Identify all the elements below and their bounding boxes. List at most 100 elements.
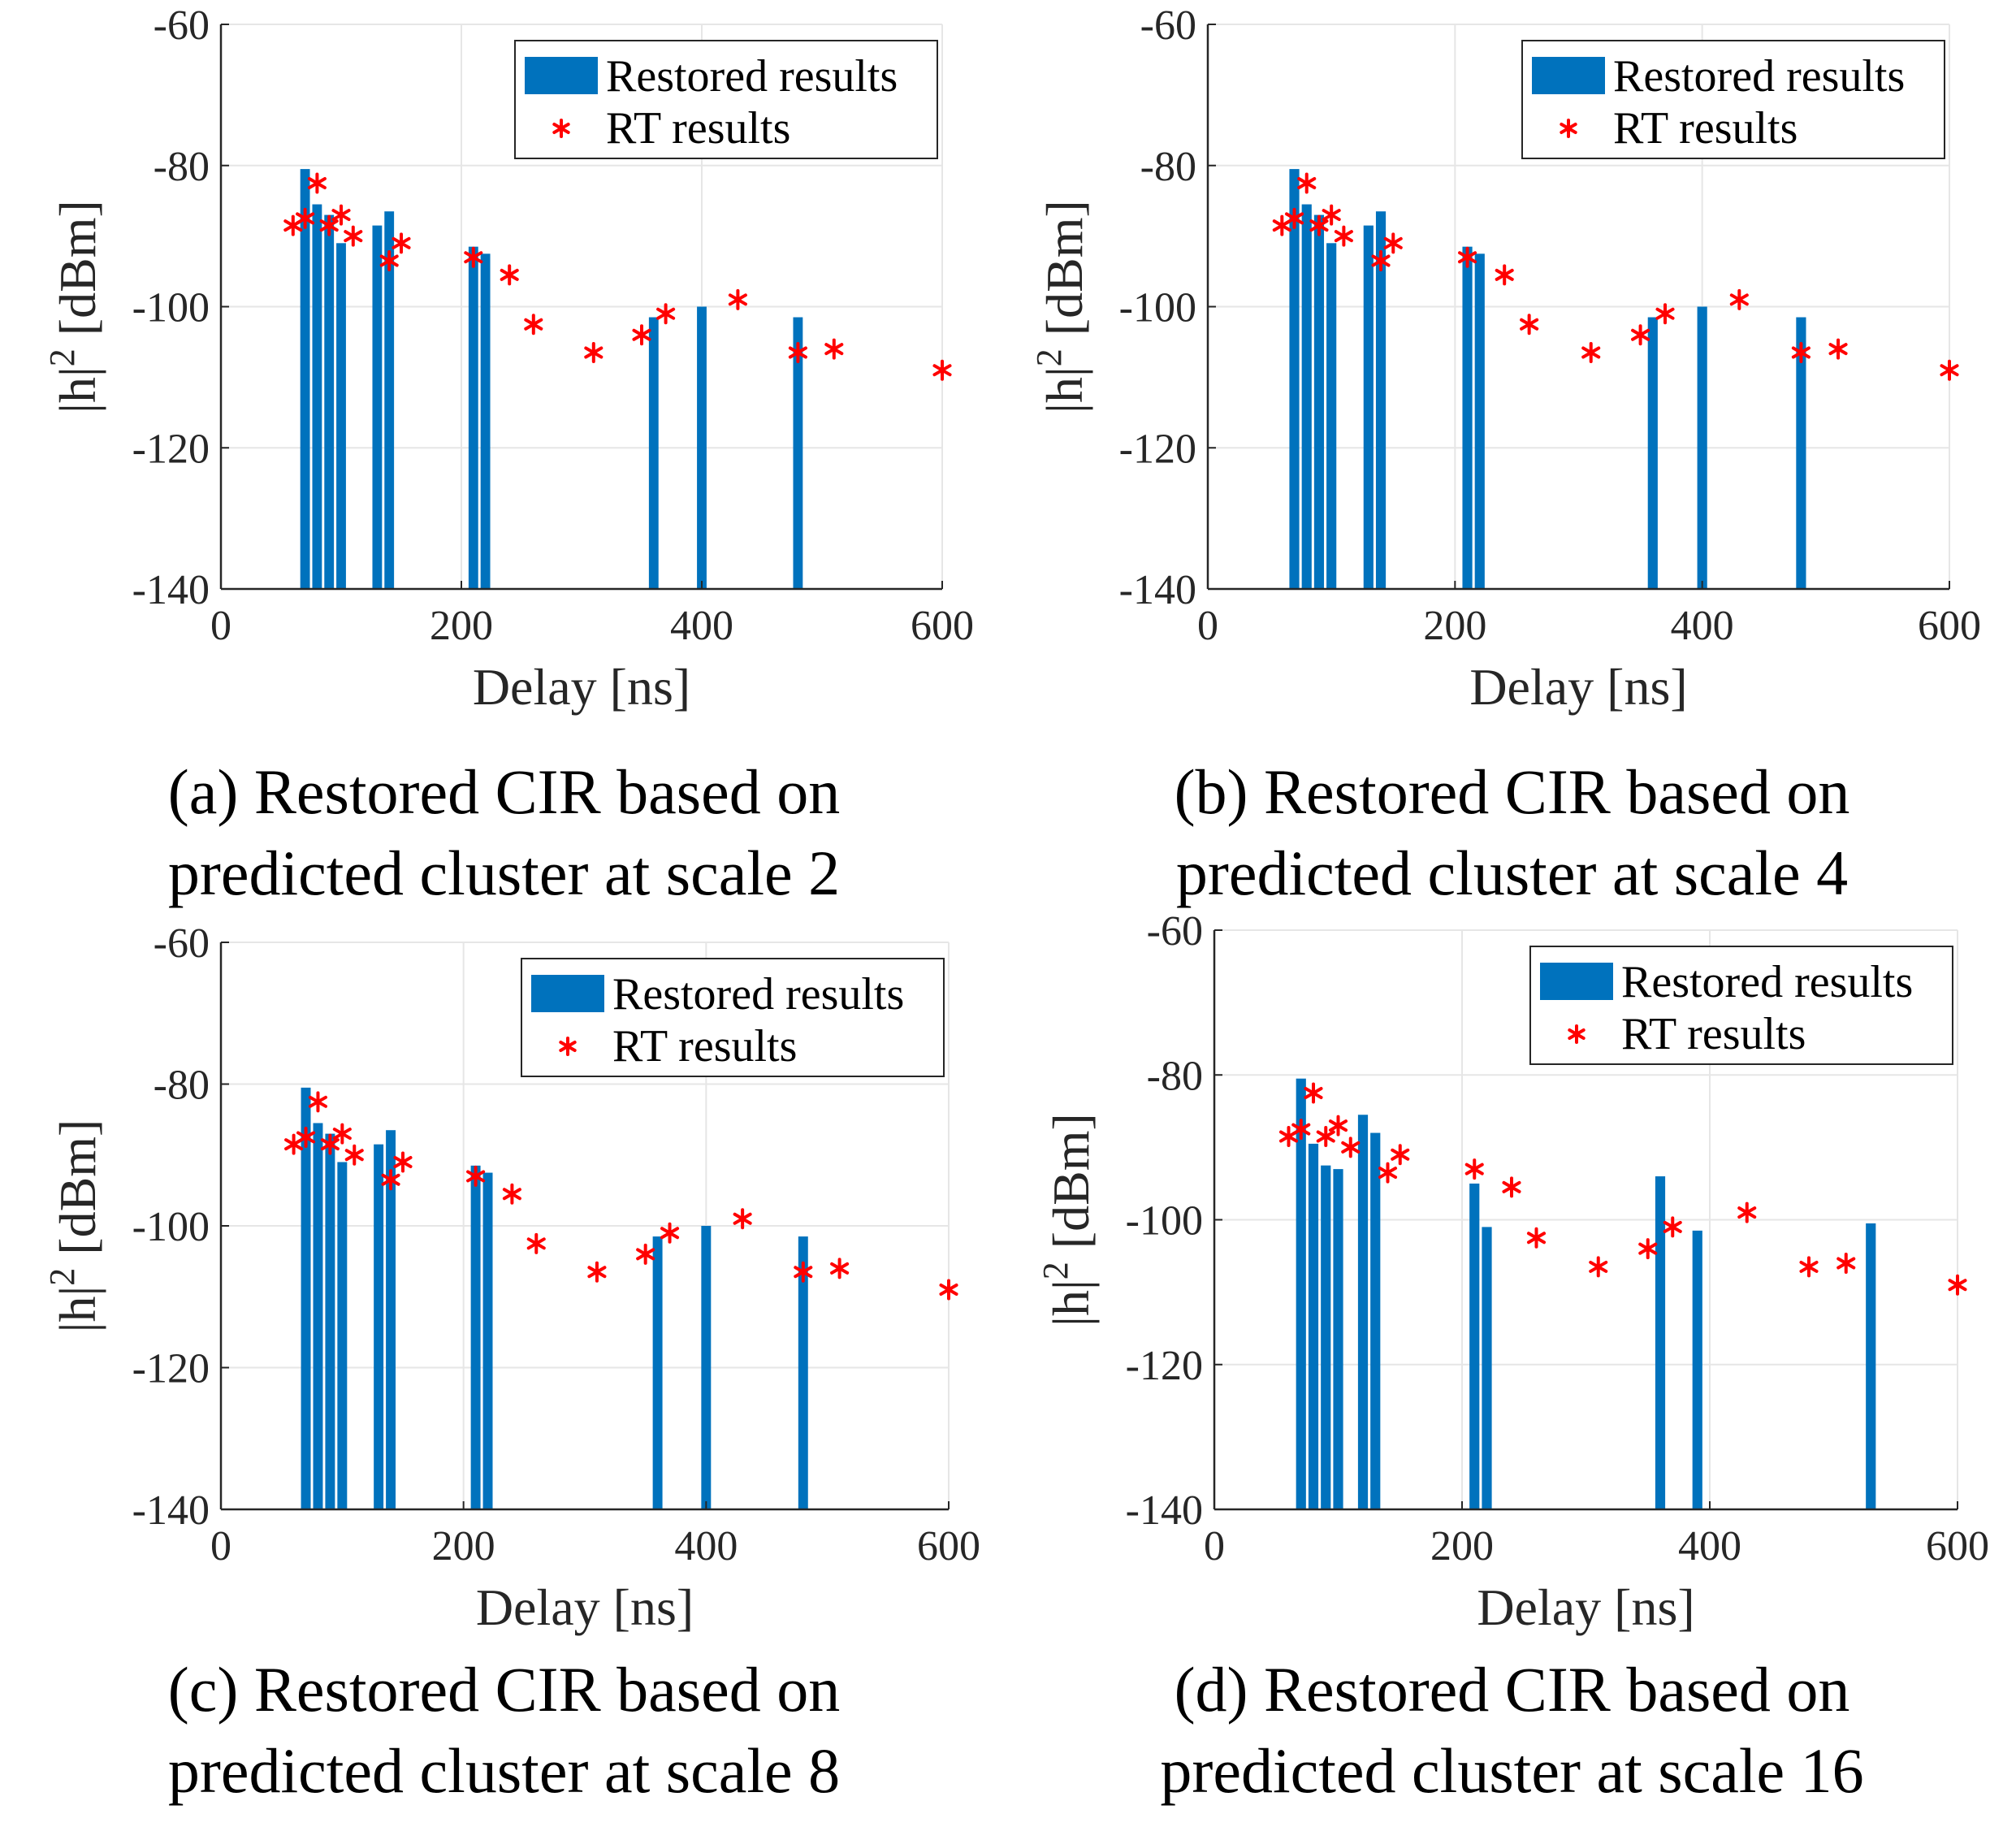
panel-a-rt-point	[932, 359, 952, 381]
panel-d-rt-point	[1799, 1256, 1819, 1278]
panel-c-bar	[652, 1236, 663, 1509]
panel-b-bar	[1697, 306, 1707, 589]
caption-a-line2: predicted cluster at scale 2	[167, 838, 841, 908]
panel-b-bar	[1474, 253, 1485, 589]
panel-d-y-tick-label: -80	[1147, 1053, 1203, 1099]
panel-a-rt-point	[464, 246, 483, 268]
panel-a-bar	[384, 211, 395, 589]
panel-b-legend-bar-swatch	[1532, 57, 1605, 94]
panel-d-bar	[1655, 1176, 1666, 1509]
panel-a-rt-point	[331, 204, 351, 226]
caption-a-line1: (a) Restored CIR based on	[167, 756, 841, 827]
panel-b-rt-point	[1322, 204, 1341, 226]
panel-b-rt-point	[1458, 246, 1477, 268]
caption-c-line2: predicted cluster at scale 8	[167, 1735, 841, 1806]
panel-c-y-tick-label: -60	[154, 920, 210, 967]
caption-c: (c) Restored CIR based on predicted clus…	[0, 1649, 1008, 1812]
panel-d-bar	[1357, 1115, 1369, 1509]
panel-c-bar	[313, 1123, 323, 1509]
panel-d-x-tick-label: 200	[1430, 1523, 1494, 1569]
panel-b-rt-point	[1371, 250, 1391, 272]
panel-d-x-tick-label: 400	[1678, 1523, 1741, 1569]
panel-d-rt-point	[1663, 1216, 1682, 1238]
panel-d-legend-label-rt: RT results	[1621, 1009, 1806, 1059]
panel-c-rt-point	[332, 1123, 352, 1145]
panel-a-x-tick-label: 400	[670, 603, 733, 649]
panel-a-rt-point	[584, 341, 604, 363]
panel-a-rt-point	[500, 264, 519, 286]
panel-c-rt-point	[308, 1091, 327, 1113]
panel-b-bar	[1796, 317, 1806, 589]
panel-c-bar	[386, 1130, 396, 1509]
panel-c-x-tick-label: 400	[674, 1523, 738, 1569]
panel-b-bar	[1326, 243, 1337, 589]
panel-d-rt-point	[1328, 1115, 1348, 1136]
panel-d-y-tick-label: -60	[1147, 908, 1203, 955]
panel-c-y-tick-label: -120	[132, 1346, 210, 1392]
panel-c-x-tick-label: 200	[432, 1523, 495, 1569]
panel-a-bar	[697, 306, 707, 589]
panel-b: 0 200 400 600 -60 -80 -100 -120 -140 Delay [ns] |h…	[1029, 2, 1981, 716]
panel-d-rt-point	[1836, 1252, 1856, 1274]
panel-a-rt-point	[319, 214, 339, 236]
panel-a-y-tick-label: -100	[132, 285, 210, 331]
panel-c-rt-point	[466, 1165, 486, 1187]
panel-d-bar	[1469, 1183, 1480, 1509]
panel-d-y-tick-label: -120	[1126, 1343, 1203, 1389]
panel-a-y-tick-label: -60	[154, 2, 210, 49]
panel-b-rt-point	[1631, 324, 1650, 346]
panel-c-legend-marker-swatch	[559, 1037, 577, 1056]
panel-c-bar	[374, 1144, 384, 1509]
panel-c-rt-point	[320, 1133, 340, 1155]
panel-c-bar	[337, 1162, 348, 1509]
panel-c-rt-point	[587, 1261, 607, 1283]
panel-c: 0 200 400 600 -60 -80 -100 -120 -140 Delay [ns] |h…	[42, 920, 980, 1636]
panel-d-rt-point	[1391, 1144, 1410, 1166]
panel-a-bar	[793, 317, 803, 589]
panel-a-y-axis-label: |h|2 [dBm]	[42, 200, 106, 413]
panel-c-rt-point	[526, 1232, 546, 1254]
panel-d-bar	[1308, 1143, 1319, 1509]
panel-a-legend-label-restored: Restored results	[606, 51, 898, 102]
panel-d-rt-point	[1638, 1238, 1658, 1260]
panel-c-bar	[798, 1236, 808, 1509]
panel-d-rt-point	[1316, 1126, 1335, 1148]
panel-a-x-tick-label: 600	[911, 603, 974, 649]
panel-a-rt-point	[524, 314, 543, 336]
panel-b-x-tick-label: 400	[1671, 603, 1734, 649]
panel-d-rt-point	[1378, 1162, 1398, 1184]
panel-b-x-tick-label: 200	[1423, 603, 1486, 649]
panel-b-x-tick-label: 0	[1197, 603, 1218, 649]
panel-a-bar	[480, 253, 491, 589]
panel-d: 0 200 400 600 -60 -80 -100 -120 -140 Delay [ns] |h…	[1036, 908, 1989, 1636]
panel-b-y-tick-label: -60	[1140, 2, 1196, 49]
panel-c-y-axis-label: |h|2 [dBm]	[42, 1119, 106, 1333]
panel-c-legend-bar-swatch	[531, 975, 604, 1012]
panel-c-bar	[470, 1165, 481, 1509]
caption-a: (a) Restored CIR based on predicted clus…	[0, 751, 1008, 914]
panel-a-rt-point	[788, 341, 807, 363]
panel-a-y-tick-label: -140	[132, 567, 210, 613]
caption-d: (d) Restored CIR based on predicted clus…	[1008, 1649, 2016, 1812]
panel-d-bar	[1692, 1230, 1702, 1509]
panel-a-x-axis-label: Delay [ns]	[473, 658, 690, 716]
panel-c-y-tick-label: -80	[154, 1063, 210, 1109]
panel-b-y-tick-label: -140	[1119, 567, 1196, 613]
panel-d-legend-label-restored: Restored results	[1621, 957, 1913, 1007]
panel-d-bar	[1482, 1227, 1492, 1509]
panel-c-bar	[701, 1226, 712, 1509]
panel-a-x-tick-label: 200	[430, 603, 493, 649]
panel-a-legend-bar-swatch	[525, 57, 598, 94]
panel-a-rt-point	[824, 338, 844, 360]
panel-d-rt-point	[1502, 1176, 1521, 1198]
panel-d-legend-marker-swatch	[1568, 1024, 1586, 1044]
panel-a-rt-point	[656, 303, 676, 325]
panel-c-legend-label-restored: Restored results	[612, 969, 904, 1020]
panel-d-rt-point	[1341, 1136, 1361, 1158]
panel-c-x-tick-label: 0	[210, 1523, 231, 1569]
panel-b-rt-point	[1940, 359, 1959, 381]
panel-a-bar	[300, 169, 310, 589]
